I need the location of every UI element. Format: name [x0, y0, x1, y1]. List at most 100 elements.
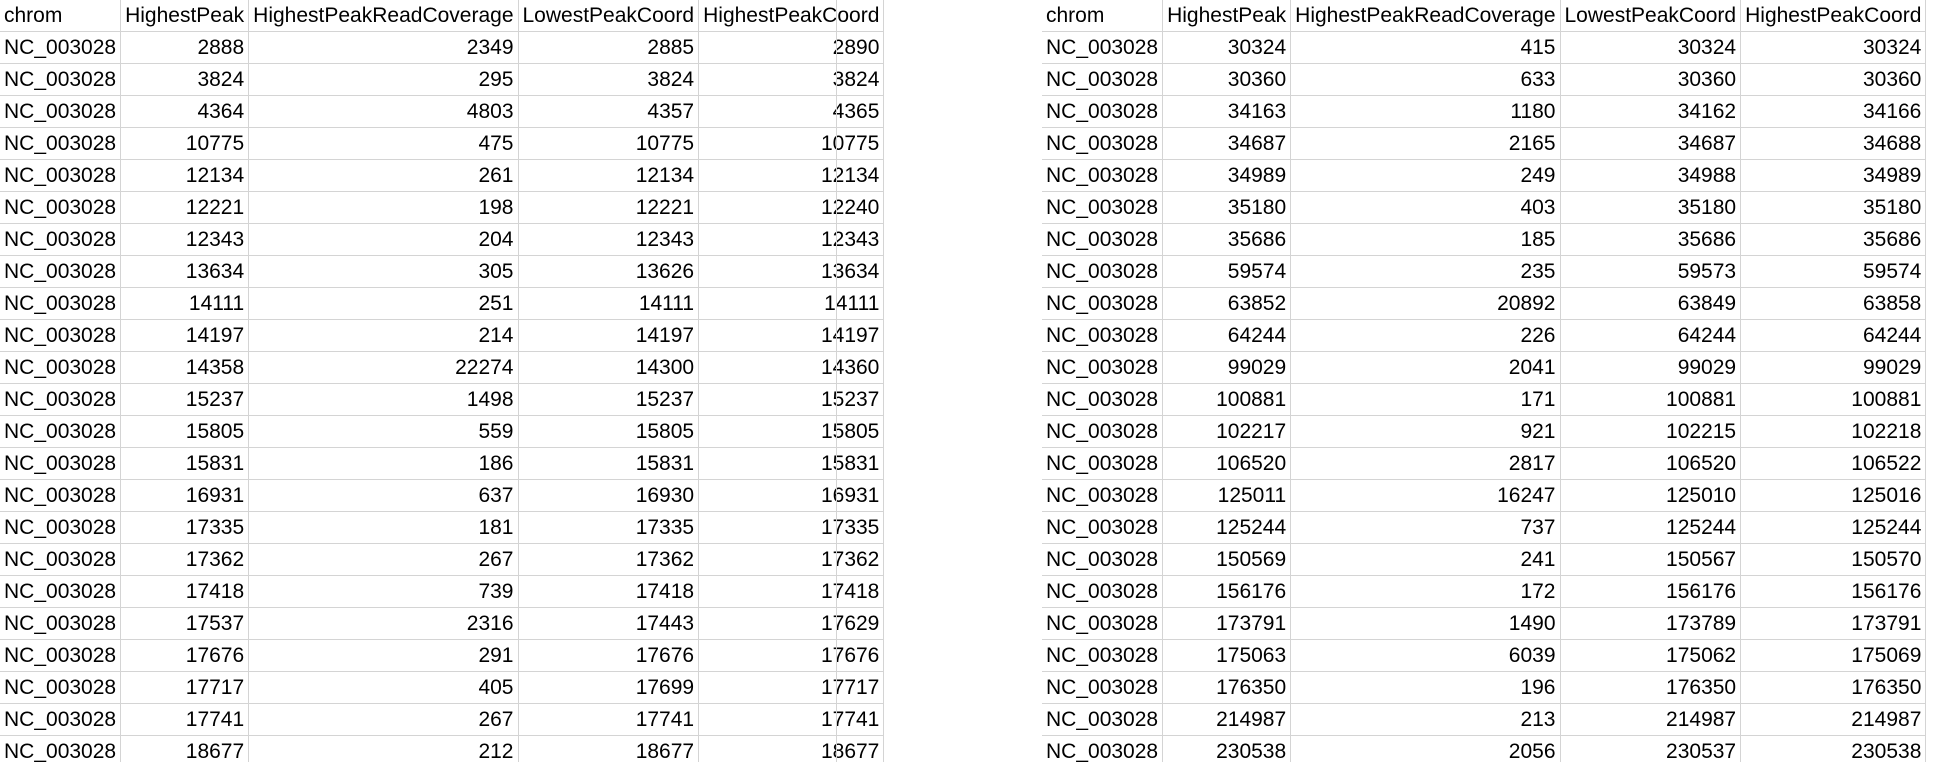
- value-cell[interactable]: 125244: [1162, 511, 1292, 544]
- value-cell[interactable]: 214987: [1162, 703, 1292, 736]
- header-cell[interactable]: chrom: [0, 0, 122, 32]
- value-cell[interactable]: 17362: [120, 543, 250, 576]
- value-cell[interactable]: 12240: [698, 191, 885, 224]
- value-cell[interactable]: 30324: [1740, 31, 1927, 64]
- value-cell[interactable]: 737: [1290, 511, 1561, 544]
- value-cell[interactable]: 14111: [120, 287, 250, 320]
- value-cell[interactable]: 18677: [698, 735, 885, 762]
- chrom-cell[interactable]: NC_003028: [0, 255, 122, 288]
- value-cell[interactable]: 34989: [1740, 159, 1927, 192]
- value-cell[interactable]: 12134: [518, 159, 700, 192]
- value-cell[interactable]: 305: [248, 255, 519, 288]
- value-cell[interactable]: 156176: [1740, 575, 1927, 608]
- value-cell[interactable]: 100881: [1162, 383, 1292, 416]
- chrom-cell[interactable]: NC_003028: [0, 191, 122, 224]
- chrom-cell[interactable]: NC_003028: [1042, 255, 1164, 288]
- value-cell[interactable]: 10775: [120, 127, 250, 160]
- header-cell[interactable]: HighestPeakCoord: [1740, 0, 1927, 32]
- value-cell[interactable]: 30360: [1740, 63, 1927, 96]
- value-cell[interactable]: 150567: [1560, 543, 1742, 576]
- chrom-cell[interactable]: NC_003028: [1042, 95, 1164, 128]
- value-cell[interactable]: 156176: [1162, 575, 1292, 608]
- chrom-cell[interactable]: NC_003028: [0, 287, 122, 320]
- value-cell[interactable]: 35686: [1740, 223, 1927, 256]
- value-cell[interactable]: 214: [248, 319, 519, 352]
- value-cell[interactable]: 16931: [698, 479, 885, 512]
- value-cell[interactable]: 15805: [120, 415, 250, 448]
- value-cell[interactable]: 12343: [698, 223, 885, 256]
- value-cell[interactable]: 106522: [1740, 447, 1927, 480]
- value-cell[interactable]: 14197: [120, 319, 250, 352]
- value-cell[interactable]: 403: [1290, 191, 1561, 224]
- value-cell[interactable]: 267: [248, 543, 519, 576]
- value-cell[interactable]: 17362: [518, 543, 700, 576]
- value-cell[interactable]: 4357: [518, 95, 700, 128]
- value-cell[interactable]: 2817: [1290, 447, 1561, 480]
- chrom-cell[interactable]: NC_003028: [0, 31, 122, 64]
- chrom-cell[interactable]: NC_003028: [1042, 223, 1164, 256]
- chrom-cell[interactable]: NC_003028: [1042, 351, 1164, 384]
- value-cell[interactable]: 125010: [1560, 479, 1742, 512]
- value-cell[interactable]: 2316: [248, 607, 519, 640]
- value-cell[interactable]: 35180: [1162, 191, 1292, 224]
- value-cell[interactable]: 17741: [120, 703, 250, 736]
- chrom-cell[interactable]: NC_003028: [0, 383, 122, 416]
- value-cell[interactable]: 17629: [698, 607, 885, 640]
- value-cell[interactable]: 15805: [518, 415, 700, 448]
- value-cell[interactable]: 2885: [518, 31, 700, 64]
- value-cell[interactable]: 1498: [248, 383, 519, 416]
- value-cell[interactable]: 6039: [1290, 639, 1561, 672]
- value-cell[interactable]: 14111: [698, 287, 885, 320]
- value-cell[interactable]: 181: [248, 511, 519, 544]
- value-cell[interactable]: 63849: [1560, 287, 1742, 320]
- value-cell[interactable]: 4365: [698, 95, 885, 128]
- value-cell[interactable]: 63852: [1162, 287, 1292, 320]
- value-cell[interactable]: 59573: [1560, 255, 1742, 288]
- header-cell[interactable]: HighestPeakReadCoverage: [248, 0, 519, 32]
- value-cell[interactable]: 17676: [698, 639, 885, 672]
- chrom-cell[interactable]: NC_003028: [1042, 575, 1164, 608]
- value-cell[interactable]: 34166: [1740, 95, 1927, 128]
- value-cell[interactable]: 12343: [120, 223, 250, 256]
- value-cell[interactable]: 125011: [1162, 479, 1292, 512]
- value-cell[interactable]: 64244: [1560, 319, 1742, 352]
- value-cell[interactable]: 14111: [518, 287, 700, 320]
- value-cell[interactable]: 175062: [1560, 639, 1742, 672]
- value-cell[interactable]: 34687: [1162, 127, 1292, 160]
- chrom-cell[interactable]: NC_003028: [1042, 287, 1164, 320]
- value-cell[interactable]: 204: [248, 223, 519, 256]
- value-cell[interactable]: 35686: [1560, 223, 1742, 256]
- value-cell[interactable]: 63858: [1740, 287, 1927, 320]
- value-cell[interactable]: 17335: [698, 511, 885, 544]
- chrom-cell[interactable]: NC_003028: [0, 735, 122, 762]
- value-cell[interactable]: 100881: [1740, 383, 1927, 416]
- chrom-cell[interactable]: NC_003028: [1042, 639, 1164, 672]
- chrom-cell[interactable]: NC_003028: [1042, 511, 1164, 544]
- value-cell[interactable]: 30360: [1560, 63, 1742, 96]
- value-cell[interactable]: 4803: [248, 95, 519, 128]
- value-cell[interactable]: 18677: [120, 735, 250, 762]
- value-cell[interactable]: 17362: [698, 543, 885, 576]
- value-cell[interactable]: 267: [248, 703, 519, 736]
- value-cell[interactable]: 241: [1290, 543, 1561, 576]
- header-cell[interactable]: HighestPeakCoord: [698, 0, 885, 32]
- value-cell[interactable]: 196: [1290, 671, 1561, 704]
- value-cell[interactable]: 20892: [1290, 287, 1561, 320]
- value-cell[interactable]: 17418: [120, 575, 250, 608]
- value-cell[interactable]: 2349: [248, 31, 519, 64]
- header-cell[interactable]: chrom: [1042, 0, 1164, 32]
- chrom-cell[interactable]: NC_003028: [1042, 415, 1164, 448]
- value-cell[interactable]: 633: [1290, 63, 1561, 96]
- value-cell[interactable]: 125016: [1740, 479, 1927, 512]
- value-cell[interactable]: 15237: [120, 383, 250, 416]
- value-cell[interactable]: 230537: [1560, 735, 1742, 762]
- chrom-cell[interactable]: NC_003028: [0, 575, 122, 608]
- value-cell[interactable]: 295: [248, 63, 519, 96]
- header-cell[interactable]: HighestPeakReadCoverage: [1290, 0, 1561, 32]
- chrom-cell[interactable]: NC_003028: [1042, 543, 1164, 576]
- value-cell[interactable]: 176350: [1162, 671, 1292, 704]
- chrom-cell[interactable]: NC_003028: [1042, 479, 1164, 512]
- value-cell[interactable]: 14300: [518, 351, 700, 384]
- value-cell[interactable]: 175063: [1162, 639, 1292, 672]
- value-cell[interactable]: 415: [1290, 31, 1561, 64]
